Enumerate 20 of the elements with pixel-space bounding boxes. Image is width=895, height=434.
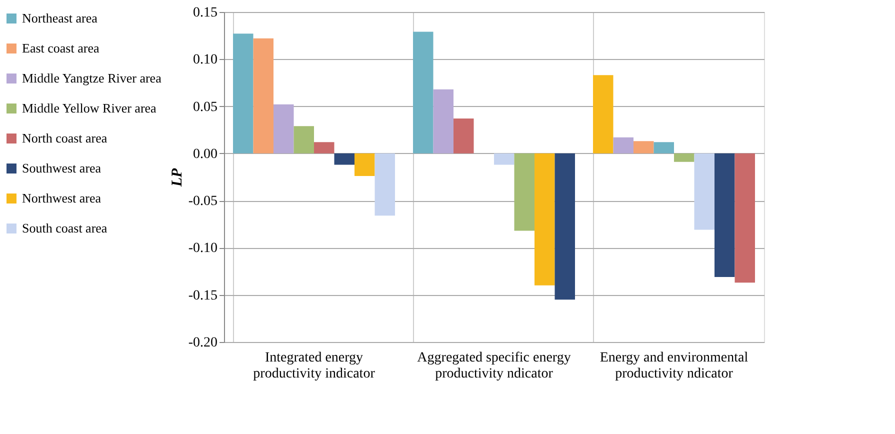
legend-label: South coast area <box>22 220 108 236</box>
y-tick-label: 0.10 <box>193 52 218 68</box>
legend-label: East coast area <box>22 40 100 56</box>
y-tick-label: -0.10 <box>188 241 218 256</box>
y-tick-label: -0.20 <box>188 336 218 350</box>
x-tick-label: Energy and environmental productivity ndicator <box>600 350 748 382</box>
legend-label: Northeast area <box>22 10 98 26</box>
y-tick-label: 0.00 <box>193 146 218 162</box>
y-tick-label: 0.15 <box>193 6 218 20</box>
legend-label: North coast area <box>22 130 108 146</box>
y-axis-title: LP <box>169 168 186 188</box>
legend-label: Middle Yangtze River area <box>22 70 162 86</box>
y-tick-label: 0.05 <box>193 100 218 115</box>
x-tick-label: Integrated energy productivity indicator <box>253 350 376 382</box>
x-tick-label: Aggregated specific energy productivity ndicator <box>417 350 571 382</box>
y-tick-label: -0.05 <box>188 194 218 210</box>
legend-label: Middle Yellow River area <box>22 100 157 116</box>
y-tick-label: -0.15 <box>188 288 218 304</box>
legend-label: Northwest area <box>22 190 102 206</box>
legend-label: Southwest area <box>22 160 102 176</box>
